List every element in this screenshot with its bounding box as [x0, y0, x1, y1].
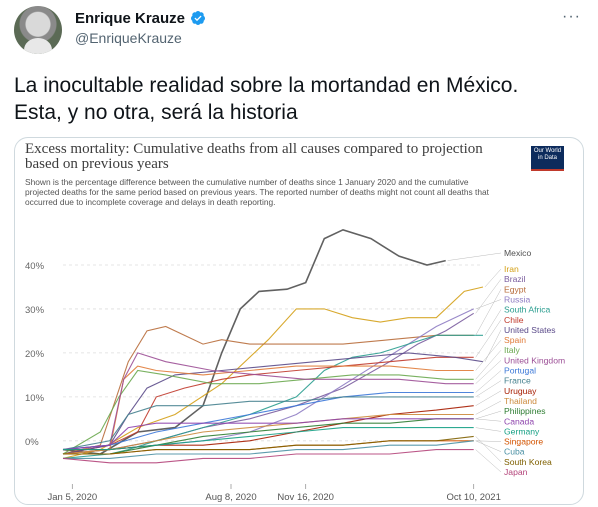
legend-label: Thailand — [504, 396, 537, 406]
legend-leader-line — [475, 418, 502, 422]
series-line-south-korea — [63, 435, 474, 455]
legend-label: Singapore — [504, 437, 543, 447]
legend-leader-line — [475, 440, 502, 452]
x-tick-label: Nov 16, 2020 — [277, 492, 334, 503]
legend-label: Italy — [504, 345, 520, 355]
x-tick-label: Oct 10, 2021 — [446, 492, 500, 503]
tweet-text: La inocultable realidad sobre la mortand… — [14, 72, 589, 126]
more-options-icon[interactable]: ··· — [562, 8, 581, 25]
legend-label: Philippines — [504, 406, 546, 416]
legend-label: Iran — [504, 264, 519, 274]
series-line-egypt — [62, 325, 474, 455]
legend-label: Canada — [504, 416, 534, 426]
chart-title-line-2: based on previous years — [25, 156, 169, 172]
legend-leader-line — [475, 339, 502, 371]
chart-subtitle: Shown is the percentage difference betwe… — [25, 177, 515, 207]
x-tick-label: Jan 5, 2020 — [48, 492, 98, 503]
series-line-canada — [62, 418, 474, 451]
owid-logo: Our World in Data — [531, 146, 564, 171]
legend-leader-line — [475, 319, 502, 358]
series-line-united-kingdom — [62, 352, 474, 451]
series-line-cuba — [63, 440, 474, 459]
y-tick-label: 40% — [25, 261, 45, 272]
chart-title-line-1: Excess mortality: Cumulative deaths from… — [25, 141, 483, 157]
legend-label: United States — [504, 325, 556, 335]
legend-leader-line — [475, 350, 502, 380]
legend-label: Brazil — [504, 274, 526, 284]
series-line-italy — [62, 369, 474, 455]
owid-logo-line-2: in Data — [537, 155, 557, 161]
legend-leader-line — [484, 268, 502, 288]
legend-label: Germany — [504, 426, 540, 436]
owid-logo-line-1: Our World — [533, 148, 562, 154]
legend-label: United Kingdom — [504, 355, 565, 365]
legend-leader-line — [484, 329, 502, 362]
chart-subtitle-line-2: projected deaths for the same period bas… — [25, 187, 490, 197]
author-handle[interactable]: @EnriqueKrauze — [75, 30, 182, 46]
legend-leader-line — [475, 360, 502, 384]
legend-leader-line — [475, 370, 502, 393]
chart-subtitle-line-3: occurred due to incomplete coverage and … — [25, 197, 276, 207]
verified-badge-icon — [191, 11, 205, 25]
legend-leader-line — [475, 436, 502, 463]
legend-label: Spain — [504, 335, 526, 345]
series-line-france — [62, 396, 474, 451]
series-line-chile — [62, 356, 474, 455]
series-line-brazil — [62, 312, 474, 455]
legend-label: Egypt — [504, 284, 527, 294]
legend-leader-line — [475, 400, 502, 415]
legend-label: France — [504, 376, 531, 386]
chart-subtitle-line-1: Shown is the percentage difference betwe… — [25, 177, 469, 187]
y-tick-label: 0% — [25, 437, 39, 448]
series-line-south-africa — [62, 334, 483, 459]
chart-image-card[interactable]: Excess mortality: Cumulative deaths from… — [14, 137, 584, 505]
series-line-russia — [62, 308, 474, 455]
tweet-line-2: Esta, y no otra, será la historia — [14, 101, 298, 124]
series-line-japan — [62, 449, 474, 464]
legend-leader-line — [475, 449, 502, 473]
series-line-germany — [63, 427, 474, 451]
legend-leader-line — [475, 427, 502, 432]
avatar[interactable] — [14, 6, 62, 54]
x-tick-label: Aug 8, 2020 — [205, 492, 256, 503]
series-line-thailand — [62, 413, 474, 455]
legend-label: Russia — [504, 294, 530, 304]
legend-label: Cuba — [504, 447, 525, 457]
series-line-mexico — [62, 228, 446, 455]
author-name[interactable]: Enrique Krauze — [75, 10, 186, 27]
legend-leader-line — [484, 309, 502, 336]
legend-leader-line — [447, 252, 502, 261]
y-tick-label: 30% — [25, 305, 45, 316]
legend-label: Mexico — [504, 248, 531, 258]
legend-leader-line — [475, 289, 502, 336]
series-line-philippines — [63, 418, 474, 455]
legend-label: South Africa — [504, 305, 551, 315]
legend-leader-line — [475, 390, 502, 406]
excess-mortality-chart: 0% 10% 20% 30% 40% Jan 5, 2020 Aug 8, 2020 Nov … — [25, 228, 565, 503]
y-tick-label: 10% — [25, 393, 45, 404]
legend-label: Chile — [504, 315, 524, 325]
legend-leader-line — [475, 380, 502, 398]
legend-leader-line — [475, 299, 502, 310]
series-line-portugal — [62, 391, 474, 451]
legend-leader-line — [475, 279, 502, 314]
legend-label: Uruguay — [504, 386, 537, 396]
chart-title: Excess mortality: Cumulative deaths from… — [25, 142, 505, 172]
y-tick-label: 20% — [25, 349, 45, 360]
tweet-line-1: La inocultable realidad sobre la mortand… — [14, 74, 519, 97]
legend-label: South Korea — [504, 457, 552, 467]
legend-leader-line — [475, 410, 502, 420]
legend-label: Portugal — [504, 366, 536, 376]
legend-label: Japan — [504, 467, 528, 477]
